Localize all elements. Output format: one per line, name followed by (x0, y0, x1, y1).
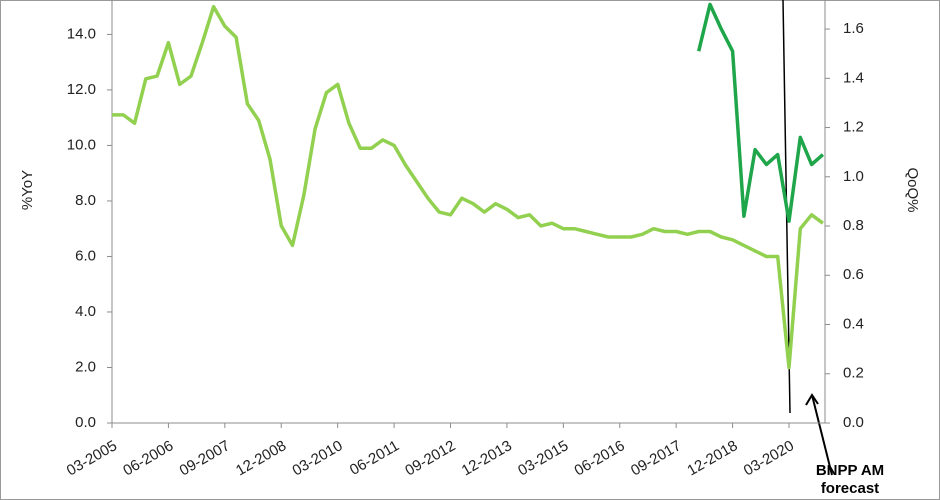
x-tick-label: 12-2013 (459, 437, 515, 479)
y2-tick-label: 0.4 (843, 315, 864, 332)
y2-tick-label: 1.6 (843, 20, 864, 37)
y2-tick-label: 0.0 (843, 414, 864, 431)
x-tick-label: 03-2010 (289, 437, 345, 479)
y-tick-label: 6.0 (75, 247, 96, 264)
x-tick-label: 06-2006 (120, 437, 176, 479)
x-tick-label: 03-2015 (515, 437, 571, 479)
x-tick-label: 09-2017 (628, 437, 684, 479)
y-tick-label: 12.0 (67, 81, 96, 98)
x-tick-label: 06-2011 (347, 437, 402, 479)
x-tick-label: 03-2020 (741, 437, 797, 479)
y-tick-label: 2.0 (75, 358, 96, 375)
annotation: BNPP AM forecast (815, 462, 885, 497)
y2-tick-label: 1.4 (843, 69, 864, 86)
x-tick-label: 09-2007 (177, 437, 233, 479)
y-tick-label: 4.0 (75, 303, 96, 320)
y-tick-label: 8.0 (75, 192, 96, 209)
x-tick-label: 03-2005 (64, 437, 120, 479)
annotation-arrowhead (805, 393, 819, 406)
x-tick-label: 12-2018 (684, 437, 740, 479)
y2-axis-title: QoQ% (904, 167, 921, 212)
series-line (696, 2, 825, 223)
x-tick-label: 06-2016 (572, 437, 628, 479)
y-axis-title: %YoY (19, 170, 36, 210)
y2-tick-label: 0.8 (843, 217, 864, 234)
y2-tick-label: 0.6 (843, 266, 864, 283)
x-tick-label: 12-2008 (233, 437, 289, 479)
y-tick-label: 10.0 (67, 136, 96, 153)
annotation-box: BNPP AM forecast (815, 462, 885, 497)
y2-tick-label: 0.2 (843, 365, 864, 382)
y2-tick-label: 1.2 (843, 119, 864, 136)
y-tick-label: 0.0 (75, 414, 96, 431)
y2-tick-label: 1.0 (843, 168, 864, 185)
series-line (112, 4, 824, 370)
annotation-arrow (811, 394, 833, 476)
y-tick-label: 14.0 (67, 25, 96, 42)
x-tick-label: 09-2012 (402, 437, 458, 479)
